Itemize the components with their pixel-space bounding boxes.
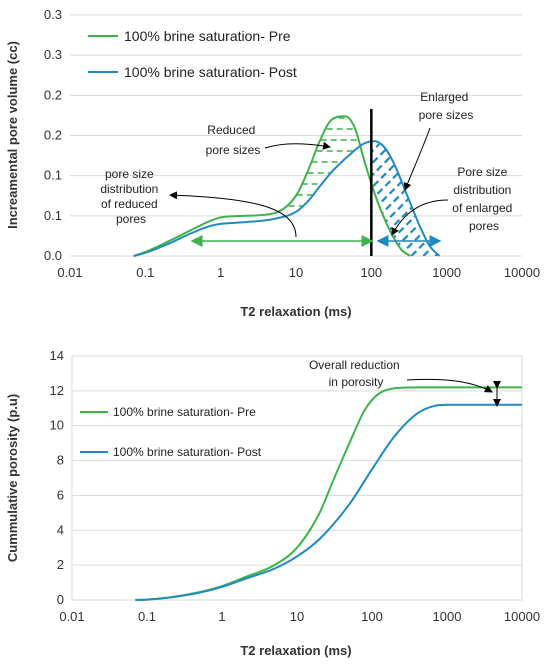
reduced-pores-line-4: pores [116,212,146,226]
enlarged-hatch-line [507,106,550,256]
y-tick-label: 4 [57,522,64,537]
reduced-sizes-pointer [264,141,331,150]
cum-legend-post-label: 100% brine saturation- Post [113,445,262,459]
enlarged-hatch-line [471,106,550,256]
enlarged-hatch-line [459,106,550,256]
cumulative-gridlines [72,355,522,601]
enlarged-pores-line-3: of enlarged [452,201,512,215]
x-tick-label: 10000 [504,265,540,280]
x-tick-label: 1 [217,265,224,280]
x-tick-label: 0.1 [136,265,154,280]
y-tick-label: 8 [57,453,64,468]
pore-volume-y-tick-labels: 0.0 0.1 0.1 0.2 0.2 0.3 0.3 [44,7,62,263]
cumulative-plot-border [71,355,523,601]
enlarged-pores-line-4: pores [469,219,499,233]
y-tick-label: 2 [57,557,64,572]
x-tick-label: 100 [361,609,383,624]
cumulative-y-axis-title: Cummulative porosity (p.u) [5,394,20,562]
enlarged-hatch-line [374,141,440,256]
reduced-pores-pointer [169,191,297,238]
y-tick-label: 14 [50,348,64,363]
x-tick-label: 0.01 [59,609,84,624]
y-tick-label: 0.0 [44,248,62,263]
enlarged-hatch-line [543,106,550,256]
y-tick-label: 0.3 [44,7,62,22]
enlarged-hatch-line [483,106,550,256]
enlarged-hatch-line [519,106,550,256]
x-tick-label: 10 [290,609,304,624]
y-tick-label: 0.2 [44,128,62,143]
y-tick-label: 0.3 [44,47,62,62]
enlarged-hatch-line [422,141,440,256]
reduced-pores-line-2: distribution [100,182,158,196]
enlarged-hatch-line [447,106,550,256]
post-series-line [135,403,522,601]
enlarged-hatch-line [371,141,440,256]
x-tick-label: 1000 [433,609,462,624]
enlarged-hatch-line [410,141,440,256]
cumulative-x-tick-labels: 0.01 0.1 1 10 100 1000 10000 [59,609,540,624]
cumulative-x-axis-title: T2 relaxation (ms) [240,643,351,658]
x-tick-label: 1 [218,609,225,624]
enlarged-pores-pointer [391,199,449,236]
pore-volume-gridlines [70,14,522,257]
legend-post-label: 100% brine saturation- Post [124,64,297,80]
reduced-sizes-label: Reduced pore sizes [206,123,261,157]
pore-volume-x-tick-labels: 0.01 0.1 1 10 100 1000 10000 [57,265,540,280]
pore-volume-legend: 100% brine saturation- Pre 100% brine sa… [88,28,297,80]
enlarged-hatch-line [531,106,550,256]
reduced-pores-line-1: pore size [105,167,154,181]
enlarged-hatch-line [371,141,440,256]
x-tick-label: 0.01 [57,265,82,280]
cumulative-y-tick-labels: 0 2 4 6 8 10 12 14 [50,348,64,607]
reduced-pores-label: pore size distribution of reduced pores [100,167,161,226]
legend-pre-label: 100% brine saturation- Pre [124,28,291,44]
cumulative-porosity-chart: 0 2 4 6 8 10 12 14 0.01 0.1 1 10 100 1000 10000 Overa… [5,348,540,658]
reduced-sizes-line-1: Reduced [207,123,255,137]
cum-legend-pre-label: 100% brine saturation- Pre [113,405,256,419]
y-tick-label: 0.1 [44,168,62,183]
y-tick-label: 12 [50,383,64,398]
x-tick-label: 10000 [504,609,540,624]
enlarged-sizes-pointer [403,127,431,191]
pre-series-line [133,115,411,257]
x-tick-label: 0.1 [138,609,156,624]
post-series-line [133,140,441,257]
x-tick-label: 100 [360,265,382,280]
enlarged-pores-line-1: Pore size [457,165,507,179]
reduced-sizes-line-2: pore sizes [206,143,261,157]
enlarged-hatch-line [398,141,440,256]
enlarged-sizes-line-2: pore sizes [419,108,474,122]
y-tick-label: 10 [50,418,64,433]
cumulative-legend: 100% brine saturation- Pre 100% brine sa… [80,405,262,459]
y-tick-label: 0.2 [44,87,62,102]
y-tick-label: 6 [57,487,64,502]
enlarged-hatch-line [371,141,440,256]
x-tick-label: 1000 [432,265,461,280]
reduction-pointer [406,378,493,393]
enlarged-hatch-line [434,141,440,256]
enlarged-sizes-line-1: Enlarged [420,90,468,104]
pore-volume-y-axis-title: Increamental pore volume (cc) [5,41,20,229]
pre-series-line [135,386,522,601]
reduction-line-2: in porosity [329,375,384,389]
enlarged-sizes-label: Enlarged pore sizes [419,90,474,122]
enlarged-hatch-line [495,106,550,256]
y-tick-label: 0.1 [44,208,62,223]
pore-volume-x-axis-title: T2 relaxation (ms) [240,304,351,319]
reduction-line-1: Overall reduction [309,358,400,372]
enlarged-hatch-line [371,141,440,256]
enlarged-pores-line-2: distribution [453,183,511,197]
x-tick-label: 10 [289,265,303,280]
pore-volume-chart: 0.0 0.1 0.1 0.2 0.2 0.3 0.3 0.01 0.1 1 10 100 1000 1… [5,7,550,319]
pore-volume-series-lines [133,115,441,257]
reduced-pores-line-3: of reduced [101,197,158,211]
enlarged-pores-label: Pore size distribution of enlarged pores [452,165,515,233]
enlarged-hatch-line [386,141,440,256]
cumulative-series-lines [135,386,522,601]
reduction-label: Overall reduction in porosity [309,358,403,389]
y-tick-label: 0 [57,592,64,607]
